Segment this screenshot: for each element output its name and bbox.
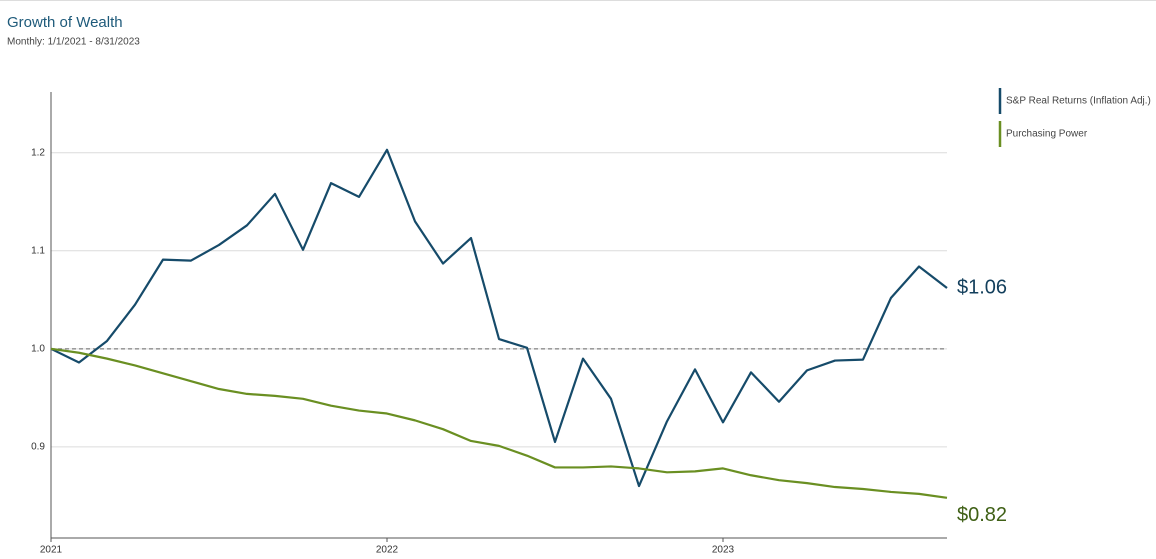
end-label: $1.06 bbox=[957, 276, 1007, 298]
chart-title: Growth of Wealth bbox=[7, 14, 123, 31]
y-tick-label: 1.0 bbox=[31, 343, 45, 354]
x-tick-label: 2021 bbox=[40, 545, 63, 556]
y-tick-label: 0.9 bbox=[31, 441, 45, 452]
legend-label: S&P Real Returns (Inflation Adj.) bbox=[1006, 96, 1151, 107]
x-tick-label: 2023 bbox=[712, 545, 735, 556]
y-tick-label: 1.2 bbox=[31, 147, 45, 158]
y-tick-label: 1.1 bbox=[31, 245, 45, 256]
chart-subtitle: Monthly: 1/1/2021 - 8/31/2023 bbox=[7, 37, 140, 48]
series-line bbox=[50, 347, 948, 499]
end-label: $0.82 bbox=[957, 504, 1007, 526]
legend-label: Purchasing Power bbox=[1006, 129, 1088, 140]
x-tick-label: 2022 bbox=[376, 545, 399, 556]
series-line bbox=[50, 148, 948, 488]
